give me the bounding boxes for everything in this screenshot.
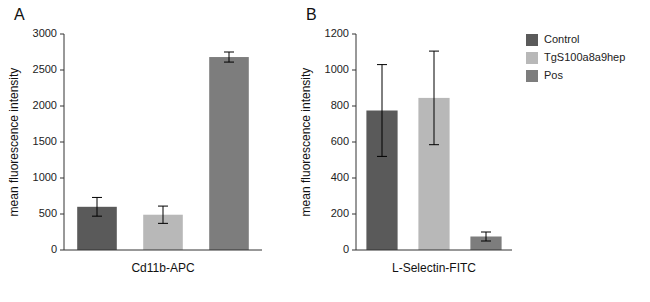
error-cap (429, 51, 439, 52)
legend-swatch (526, 52, 538, 64)
y-tick (60, 70, 64, 71)
legend: Control TgS100a8a9hep Pos (526, 33, 625, 82)
y-tick-label: 200 (331, 207, 349, 219)
legend-label: Pos (544, 69, 563, 81)
y-tick-label: 1500 (33, 135, 57, 147)
error-bar (158, 206, 168, 223)
error-bar (429, 51, 439, 145)
y-tick-label: 1200 (325, 27, 349, 39)
error-cap (377, 64, 387, 65)
y-tick-label: 600 (331, 135, 349, 147)
y-tick-label: 1000 (33, 171, 57, 183)
error-line (382, 65, 383, 157)
y-tick-label: 800 (331, 99, 349, 111)
error-line (486, 232, 487, 241)
y-tick (352, 106, 356, 107)
x-axis-label: Cd11b-APC (131, 261, 194, 275)
y-tick (60, 106, 64, 107)
chart: 050010001500200025003000Cd11b-APCmean fl… (0, 0, 650, 302)
panel-label: A (14, 6, 25, 23)
x-axis-label: L-Selectin-FITC (392, 261, 476, 275)
legend-swatch (526, 70, 538, 82)
legend-label: Control (544, 33, 579, 45)
y-tick-label: 500 (39, 207, 57, 219)
error-line (229, 52, 230, 62)
y-tick-label: 0 (343, 243, 349, 255)
legend-swatch (526, 34, 538, 46)
error-cap (481, 232, 491, 233)
panel: 0 500 1000 1500 2000 2500 3000 Cd11b-APC mean fl… (7, 6, 262, 275)
y-tick (352, 214, 356, 215)
y-tick-label: 0 (51, 243, 57, 255)
legend-label: TgS100a8a9hep (544, 51, 625, 63)
y-tick-label: 1000 (325, 63, 349, 75)
y-tick (60, 178, 64, 179)
y-tick-label: 3000 (33, 27, 57, 39)
error-cap (158, 223, 168, 224)
panel-label: B (306, 6, 317, 23)
x-axis-line (64, 250, 262, 251)
error-cap (224, 52, 234, 53)
error-line (97, 197, 98, 216)
y-tick (352, 250, 356, 251)
x-axis-line (356, 250, 512, 251)
error-cap (481, 241, 491, 242)
error-cap (224, 62, 234, 63)
bar (209, 57, 249, 250)
marks (366, 51, 501, 250)
y-tick (60, 34, 64, 35)
y-tick (352, 34, 356, 35)
error-bar (481, 232, 491, 241)
error-line (434, 51, 435, 145)
y-tick (352, 142, 356, 143)
y-tick-label: 2000 (33, 99, 57, 111)
y-axis-label: mean fluorescence intensity (299, 68, 313, 217)
error-line (163, 206, 164, 223)
y-tick-label: 400 (331, 171, 349, 183)
error-cap (377, 156, 387, 157)
y-tick (60, 214, 64, 215)
y-tick-label: 2500 (33, 63, 57, 75)
marks (77, 52, 249, 250)
y-tick (60, 142, 64, 143)
panel: 0 200 400 600 800 1000 1200 L-Selectin-FITC mean… (299, 6, 625, 275)
page: {"chart_data": [ {"type": "bar", "title"… (0, 0, 650, 302)
error-cap (158, 206, 168, 207)
y-tick (60, 250, 64, 251)
error-cap (429, 144, 439, 145)
y-tick (352, 178, 356, 179)
error-bar (224, 52, 234, 62)
y-tick (352, 70, 356, 71)
error-cap (92, 197, 102, 198)
error-bar (92, 197, 102, 216)
error-cap (92, 216, 102, 217)
y-axis-label: mean fluorescence intensity (7, 68, 21, 217)
error-bar (377, 65, 387, 157)
